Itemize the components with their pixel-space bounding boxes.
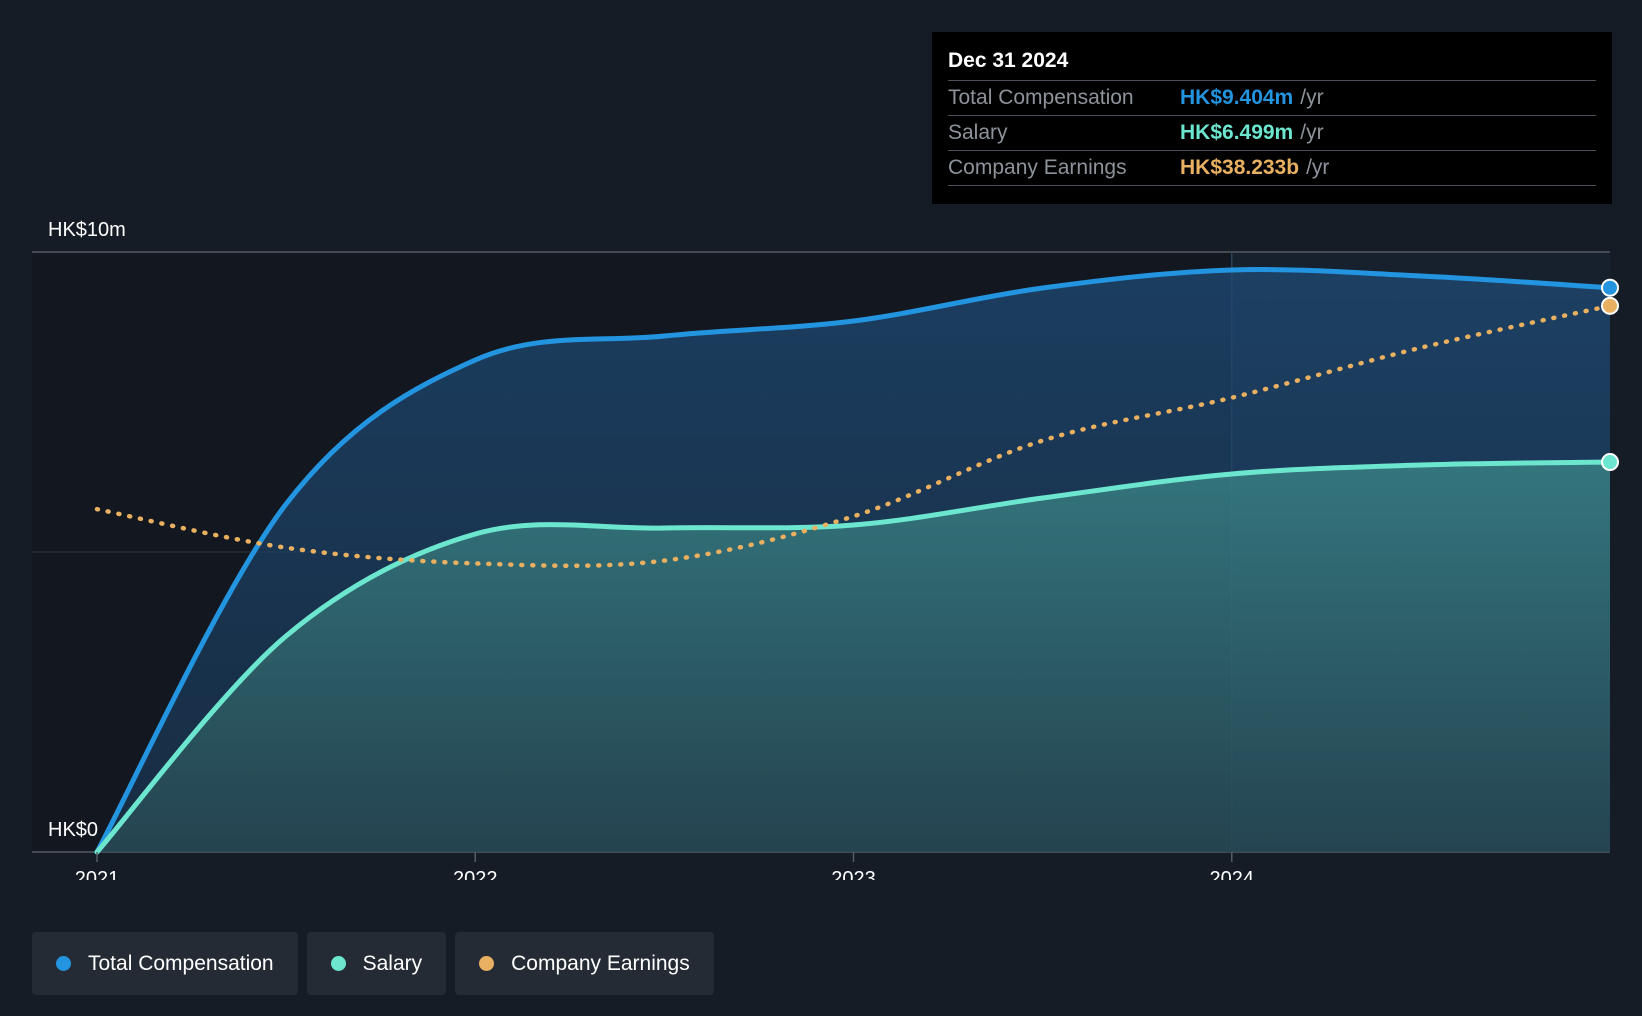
legend-label: Total Compensation: [88, 951, 274, 975]
x-tick-label-2023: 2023: [831, 868, 876, 880]
tooltip-row-salary: Salary HK$6.499m /yr: [948, 116, 1596, 151]
salary-area: [97, 462, 1610, 852]
tooltip-value: HK$9.404m: [1180, 86, 1294, 109]
salary-end-marker: [1601, 453, 1619, 472]
tooltip-panel: Dec 31 2024 Total Compensation HK$9.404m…: [932, 32, 1612, 204]
tooltip-label: Company Earnings: [948, 156, 1127, 179]
legend-label: Company Earnings: [511, 951, 690, 975]
legend-item-company-earnings[interactable]: Company Earnings: [455, 932, 714, 995]
legend-label: Salary: [362, 951, 423, 975]
company-earnings-line: [94, 303, 1613, 568]
tooltip-unit: /yr: [1306, 156, 1330, 179]
tooltip-row-total: Total Compensation HK$9.404m /yr: [948, 81, 1596, 116]
tooltip-value: HK$38.233b: [1180, 156, 1300, 179]
tooltip-unit: /yr: [1300, 86, 1324, 109]
teal-dot-icon: [330, 956, 346, 971]
y-axis-label-zero: HK$0: [48, 819, 98, 841]
tooltip-row-earnings: Company Earnings HK$38.233b /yr: [948, 151, 1596, 186]
tooltip-label: Total Compensation: [948, 86, 1134, 109]
chart-legend: Total Compensation Salary Company Earnin…: [32, 932, 714, 995]
y-axis-label-max: HK$10m: [48, 219, 126, 241]
total-compensation-end-marker: [1601, 278, 1619, 297]
legend-item-salary[interactable]: Salary: [306, 932, 447, 995]
x-tick-label-2024: 2024: [1210, 868, 1255, 880]
x-axis-ticks: 2021 2022 2023 2024: [75, 852, 1254, 880]
x-tick-label-2021: 2021: [75, 868, 120, 880]
x-tick-label-2022: 2022: [453, 868, 498, 880]
orange-dot-icon: [479, 956, 495, 971]
compensation-chart: 2021 2022 2023 2024 HK$10m HK$0: [32, 219, 1619, 880]
tooltip-date: Dec 31 2024: [948, 46, 1596, 81]
company-earnings-end-marker: [1601, 296, 1619, 315]
tooltip-label: Salary: [948, 121, 1008, 144]
legend-item-total-compensation[interactable]: Total Compensation: [32, 932, 298, 995]
salary-line: [94, 459, 1613, 855]
total-compensation-line: [94, 267, 1613, 855]
tooltip-value: HK$6.499m: [1180, 121, 1294, 144]
tooltip-unit: /yr: [1300, 121, 1324, 144]
blue-dot-icon: [56, 956, 71, 971]
